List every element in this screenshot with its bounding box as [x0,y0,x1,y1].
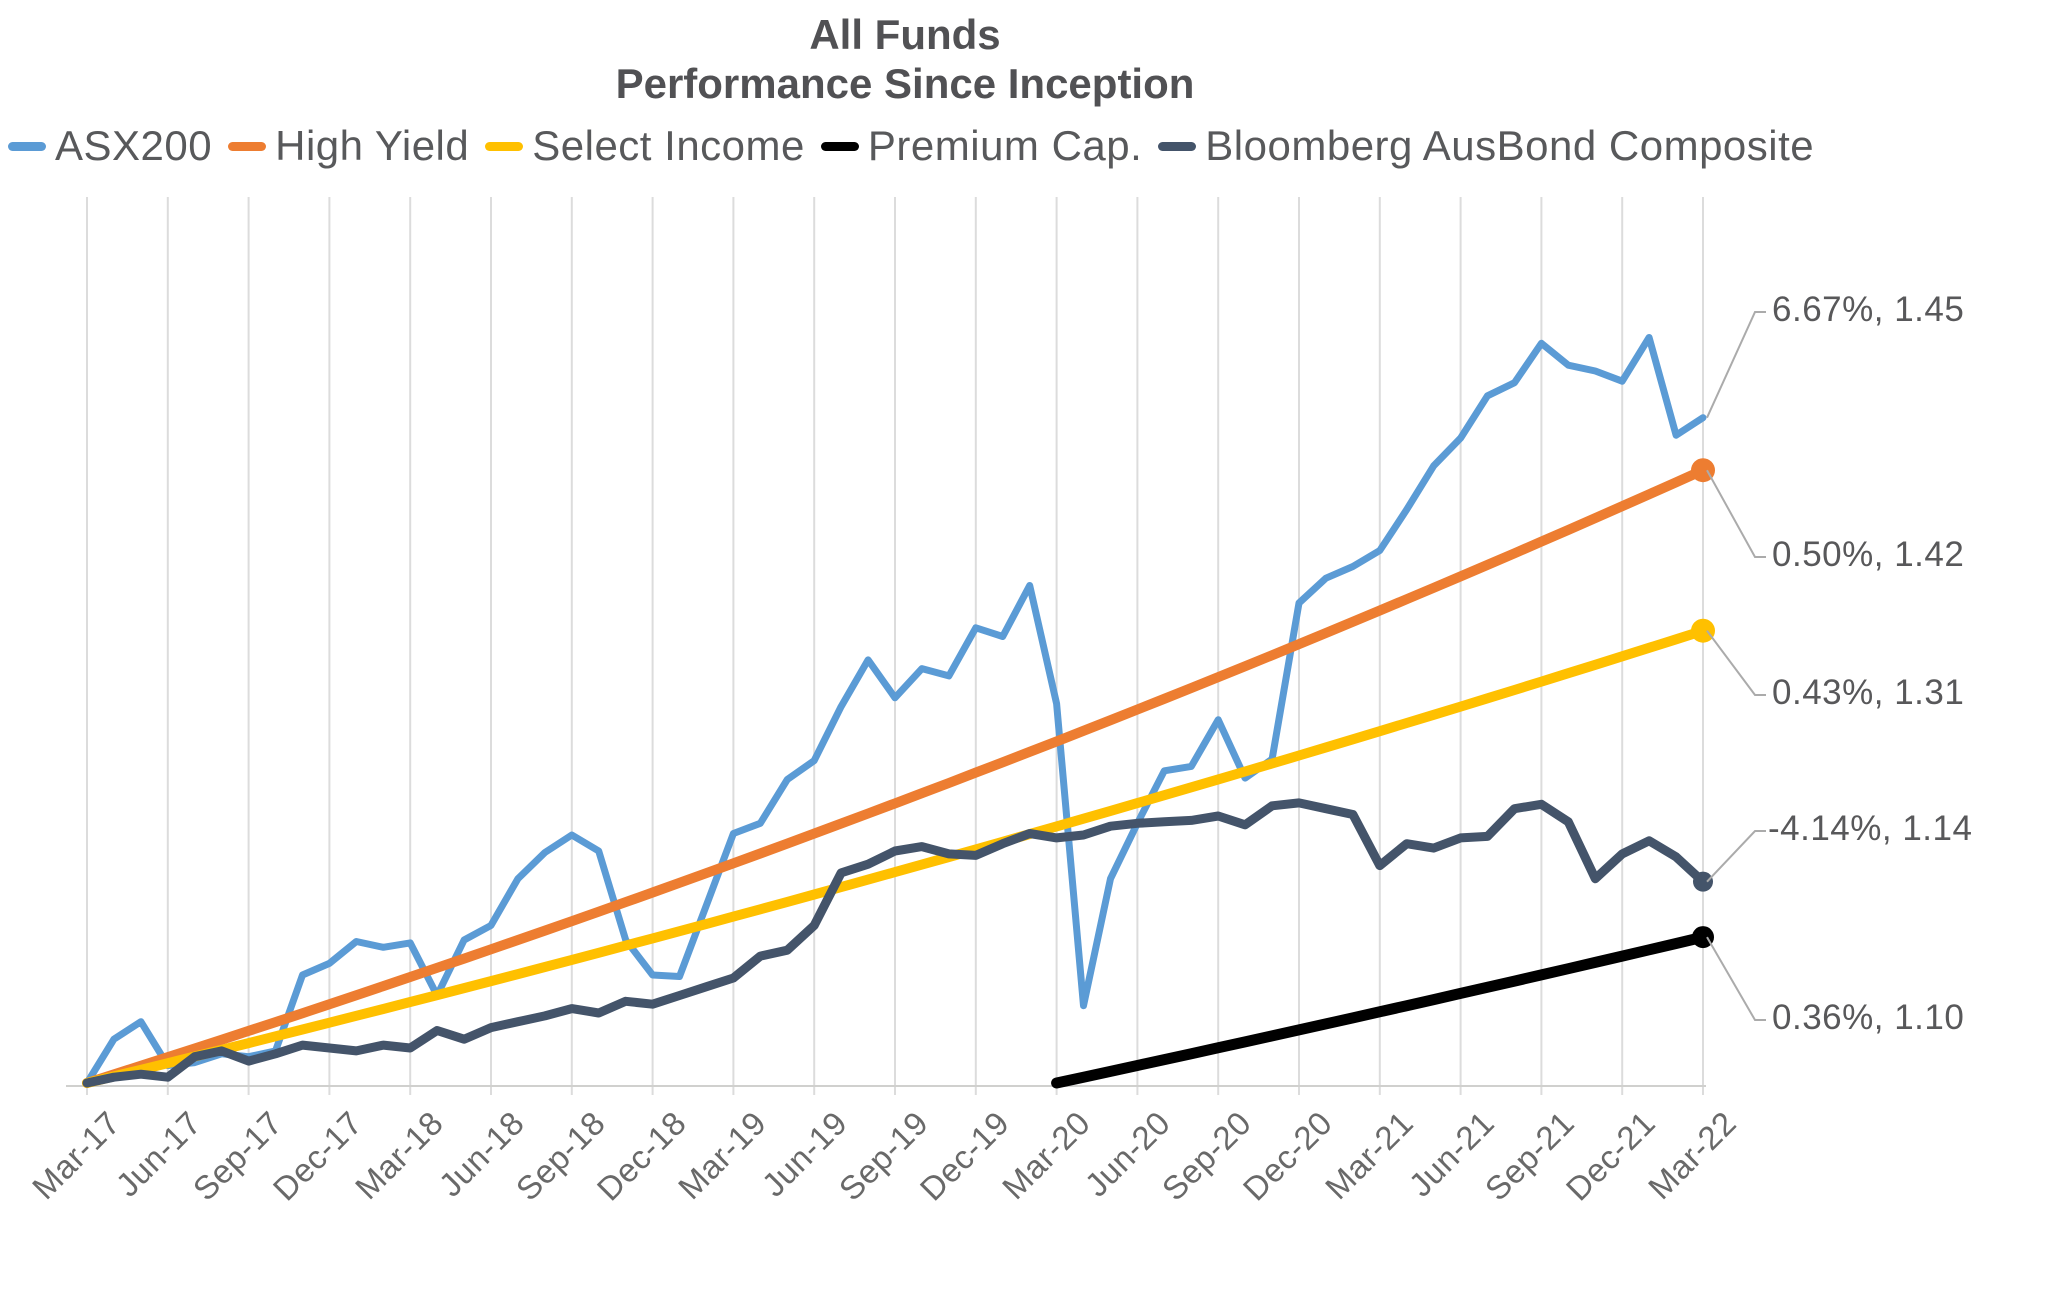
legend-item-high-yield: High Yield [228,122,469,170]
legend-label-high-yield: High Yield [275,122,470,169]
legend-label-bloomberg: Bloomberg AusBond Composite [1205,122,1815,169]
leader-line-4 [1706,830,1766,883]
legend: ASX200 High Yield Select Income Premium … [8,122,1814,170]
legend-dash-high-yield [228,141,267,151]
series-line-bloomberg-ausbond-composite [82,798,1708,1088]
series-line-premium-cap [1051,931,1709,1089]
leader-line-2 [1706,469,1766,558]
series-endpoint-dot-high-yield [1691,458,1715,483]
annotation-asx200: 6.67%, 1.45 [1772,290,1965,329]
series-endpoint-dot-premium-cap [1692,926,1714,949]
leader-line-1 [1706,311,1766,419]
legend-item-premium-cap: Premium Cap. [820,122,1143,170]
legend-item-select-income: Select Income [485,122,805,170]
annotation-premium-cap: 0.36%, 1.10 [1772,998,1965,1037]
series-endpoint-dot-select-income [1691,618,1715,643]
legend-label-select-income: Select Income [532,122,805,169]
legend-item-asx200: ASX200 [8,122,212,170]
chart-title-line2: Performance Since Inception [615,60,1195,107]
chart-title-line1: All Funds [809,11,1001,58]
series-line-asx200 [83,334,1707,1087]
leader-line-5 [1706,936,1766,1021]
series-endpoint-dot-bloomberg-ausbond-composite [1693,871,1713,892]
legend-dash-premium-cap [820,141,859,151]
series-line-high-yield [82,465,1708,1088]
leader-line-3 [1706,630,1766,696]
series-line-select-income [82,625,1708,1088]
legend-label-asx200: ASX200 [55,122,213,169]
annotation-high-yield: 0.50%, 1.42 [1772,535,1965,574]
legend-item-bloomberg: Bloomberg AusBond Composite [1158,122,1814,170]
legend-dash-select-income [485,141,524,151]
legend-dash-asx200 [8,141,46,151]
legend-dash-bloomberg [1158,141,1197,151]
annotation-bloomberg: -4.14%, 1.14 [1768,809,1973,848]
chart-title: All Funds Performance Since Inception [616,10,1195,108]
annotation-select-income: 0.43%, 1.31 [1772,673,1965,712]
legend-label-premium-cap: Premium Cap. [867,122,1143,169]
